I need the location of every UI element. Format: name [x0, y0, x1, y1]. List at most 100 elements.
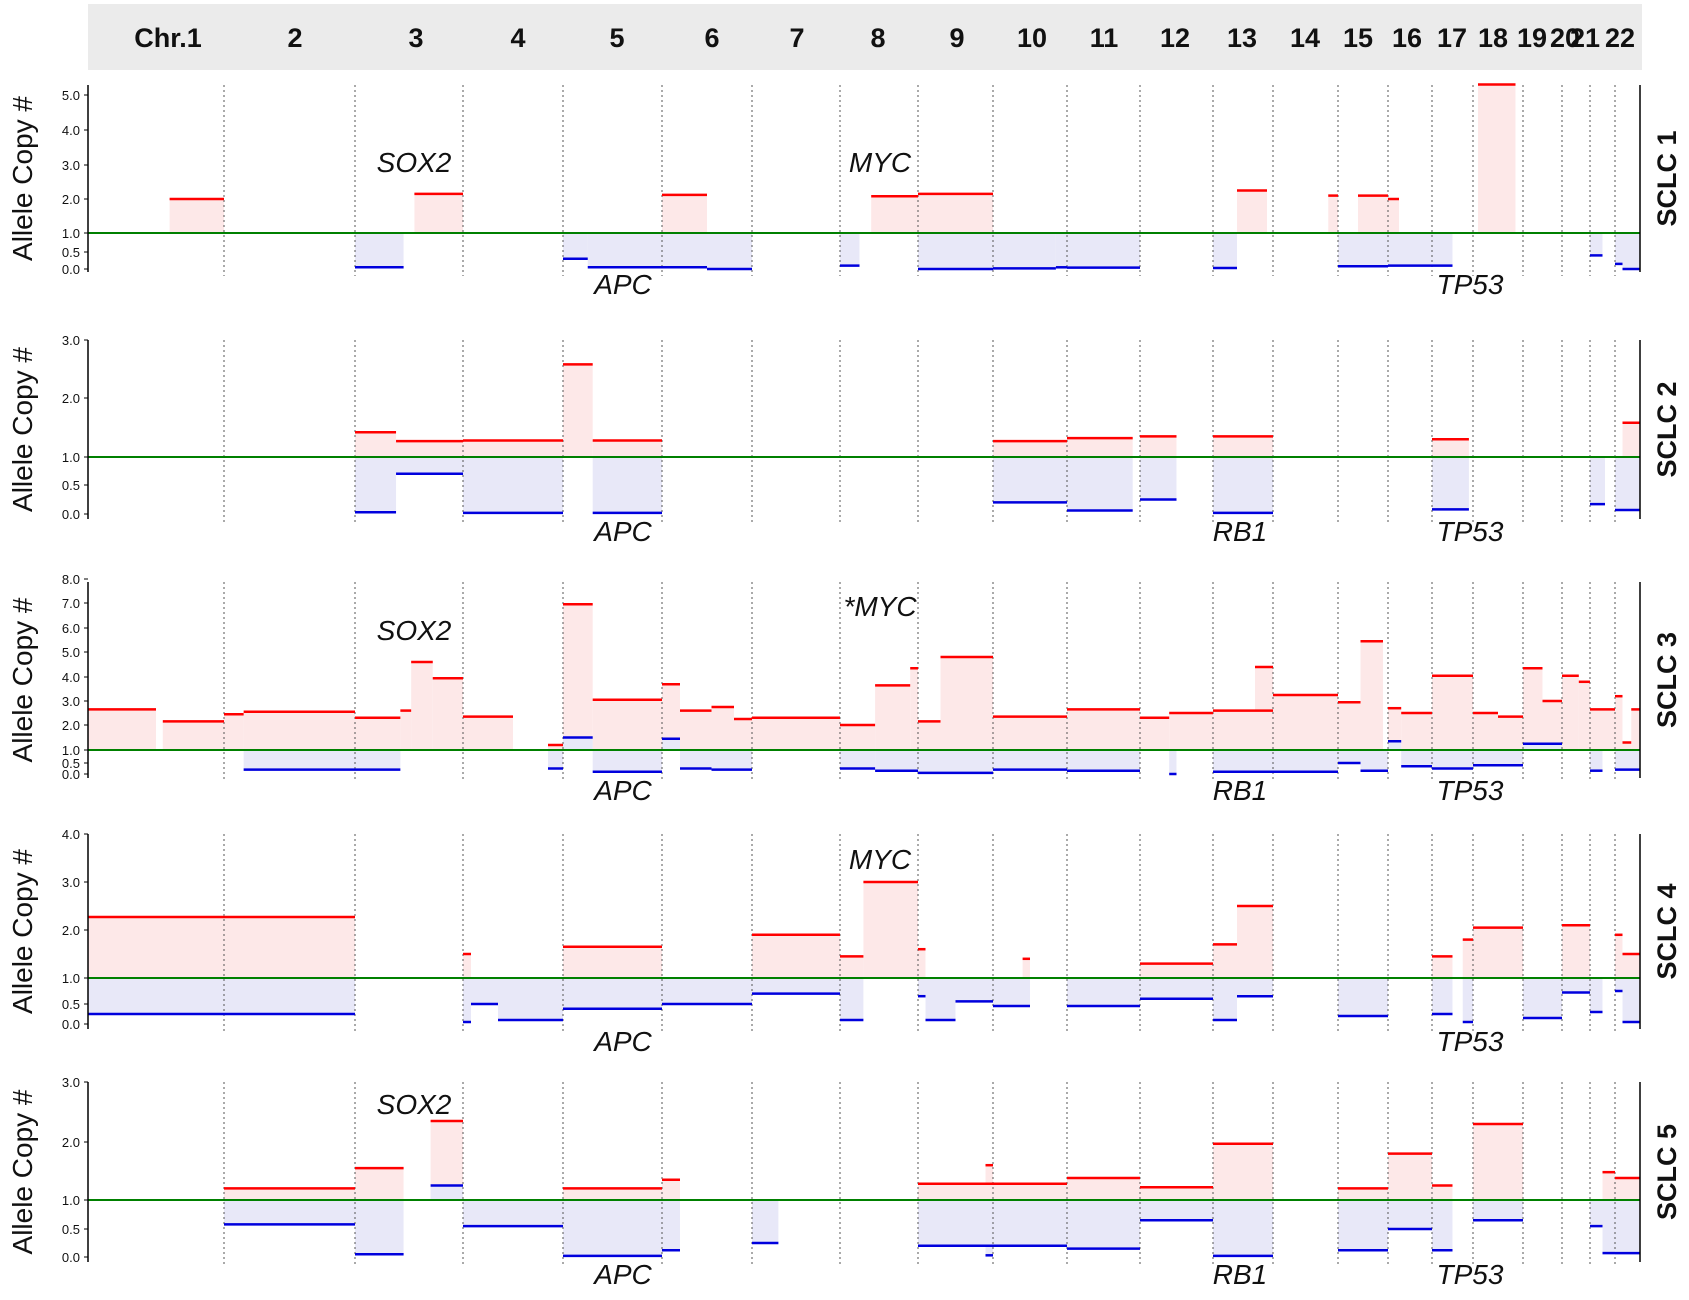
chromosome-label: 14: [1290, 23, 1320, 53]
minor-allele-fill: [1213, 978, 1237, 1020]
gene-label: TP53: [1437, 516, 1504, 547]
chromosome-label: 2: [287, 23, 302, 53]
minor-allele-fill: [1432, 978, 1453, 1014]
chromosome-label: 13: [1227, 23, 1257, 53]
major-allele-fill: [1590, 709, 1615, 750]
major-allele-fill: [918, 721, 941, 750]
y-tick-label: 4.0: [62, 123, 80, 138]
minor-allele-fill: [1067, 1200, 1140, 1249]
major-allele-fill: [411, 662, 433, 750]
y-tick-label: 2.0: [62, 923, 80, 938]
minor-allele-fill: [840, 233, 860, 266]
major-allele-fill: [400, 710, 412, 750]
minor-allele-fill: [471, 978, 498, 1004]
major-allele-fill: [548, 745, 563, 750]
minor-allele-fill: [840, 978, 864, 1020]
gene-label: APC: [592, 775, 652, 806]
minor-allele-fill: [1615, 978, 1623, 991]
major-allele-fill: [711, 707, 734, 750]
major-allele-fill: [1360, 641, 1383, 750]
major-allele-fill: [563, 1188, 662, 1200]
sample-label: SCLC 1: [1652, 130, 1682, 226]
minor-allele-fill: [1338, 978, 1388, 1016]
chromosome-label: 16: [1392, 23, 1422, 53]
major-allele-fill: [1432, 439, 1469, 457]
minor-allele-fill: [1590, 457, 1605, 505]
major-allele-fill: [243, 711, 355, 750]
y-tick-label: 5.0: [62, 88, 80, 103]
gene-label: APC: [592, 1259, 652, 1290]
major-allele-fill: [1067, 709, 1140, 750]
major-allele-fill: [1542, 701, 1562, 750]
minor-allele-fill: [662, 233, 707, 268]
chromosome-label: 6: [704, 23, 719, 53]
minor-allele-fill: [463, 1200, 563, 1227]
minor-allele-fill: [1388, 1200, 1432, 1229]
major-allele-fill: [1213, 436, 1273, 457]
chromosome-label: 17: [1437, 23, 1467, 53]
gene-label: *MYC: [843, 591, 917, 622]
y-tick-label: 0.5: [62, 1222, 80, 1237]
major-allele-fill: [1478, 84, 1516, 233]
sample-panel: 0.0 0.5 1.0 2.0 3.0 Allele Copy # SCLC 2 APC RB1…: [7, 333, 1682, 547]
gene-label: APC: [592, 1026, 652, 1057]
major-allele-fill: [563, 604, 593, 750]
chromosome-label: 12: [1160, 23, 1190, 53]
minor-allele-fill: [1432, 750, 1473, 769]
major-allele-fill: [1401, 713, 1432, 750]
y-tick-label: 3.0: [62, 333, 80, 348]
minor-allele-fill: [563, 1200, 662, 1256]
major-allele-fill: [1622, 742, 1632, 750]
y-tick-label: 3.0: [62, 1075, 80, 1090]
minor-allele-fill: [430, 1185, 463, 1200]
major-allele-fill: [1615, 934, 1623, 978]
major-allele-fill: [563, 364, 593, 457]
minor-allele-fill: [752, 1200, 779, 1243]
minor-allele-fill: [1067, 978, 1140, 1006]
y-axis-label: Allele Copy #: [7, 597, 38, 762]
major-allele-fill: [1498, 716, 1523, 750]
minor-allele-fill: [1590, 233, 1603, 256]
major-allele-fill: [592, 440, 662, 457]
y-tick-label: 4.0: [62, 827, 80, 842]
major-allele-fill: [734, 719, 752, 750]
minor-allele-fill: [925, 978, 956, 1020]
chromosome-label: 20: [1550, 23, 1580, 53]
major-allele-fill: [910, 668, 918, 750]
major-allele-fill: [875, 685, 911, 750]
minor-allele-fill: [1067, 750, 1140, 771]
minor-allele-fill: [1273, 750, 1338, 772]
major-allele-fill: [1432, 956, 1453, 978]
major-allele-fill: [169, 199, 224, 233]
major-allele-fill: [224, 714, 244, 750]
minor-allele-fill: [563, 978, 662, 1009]
minor-allele-fill: [1523, 978, 1562, 1018]
major-allele-fill: [1388, 199, 1399, 233]
minor-allele-fill: [498, 978, 563, 1020]
minor-allele-fill: [587, 233, 662, 268]
minor-allele-fill: [993, 750, 1067, 770]
minor-allele-fill: [840, 750, 876, 769]
minor-allele-fill: [1590, 1200, 1603, 1227]
chromosome-header-band: [88, 4, 1642, 70]
major-allele-fill: [88, 709, 156, 750]
major-allele-fill: [355, 1168, 404, 1200]
gene-label: RB1: [1213, 516, 1267, 547]
minor-allele-fill: [1622, 233, 1640, 269]
major-allele-fill: [1631, 709, 1640, 750]
major-allele-fill: [1462, 939, 1473, 978]
major-allele-fill: [432, 678, 463, 750]
minor-allele-fill: [1562, 978, 1590, 993]
minor-allele-fill: [918, 1200, 993, 1246]
major-allele-fill: [1622, 954, 1640, 978]
minor-allele-fill: [955, 978, 993, 1002]
y-tick-label: 1.0: [62, 226, 80, 241]
minor-allele-fill: [1401, 750, 1432, 767]
major-allele-fill: [1140, 1187, 1213, 1200]
minor-allele-fill: [1622, 978, 1640, 1022]
major-allele-fill: [355, 717, 401, 750]
minor-allele-fill: [1615, 1200, 1640, 1254]
major-allele-fill: [840, 956, 864, 978]
